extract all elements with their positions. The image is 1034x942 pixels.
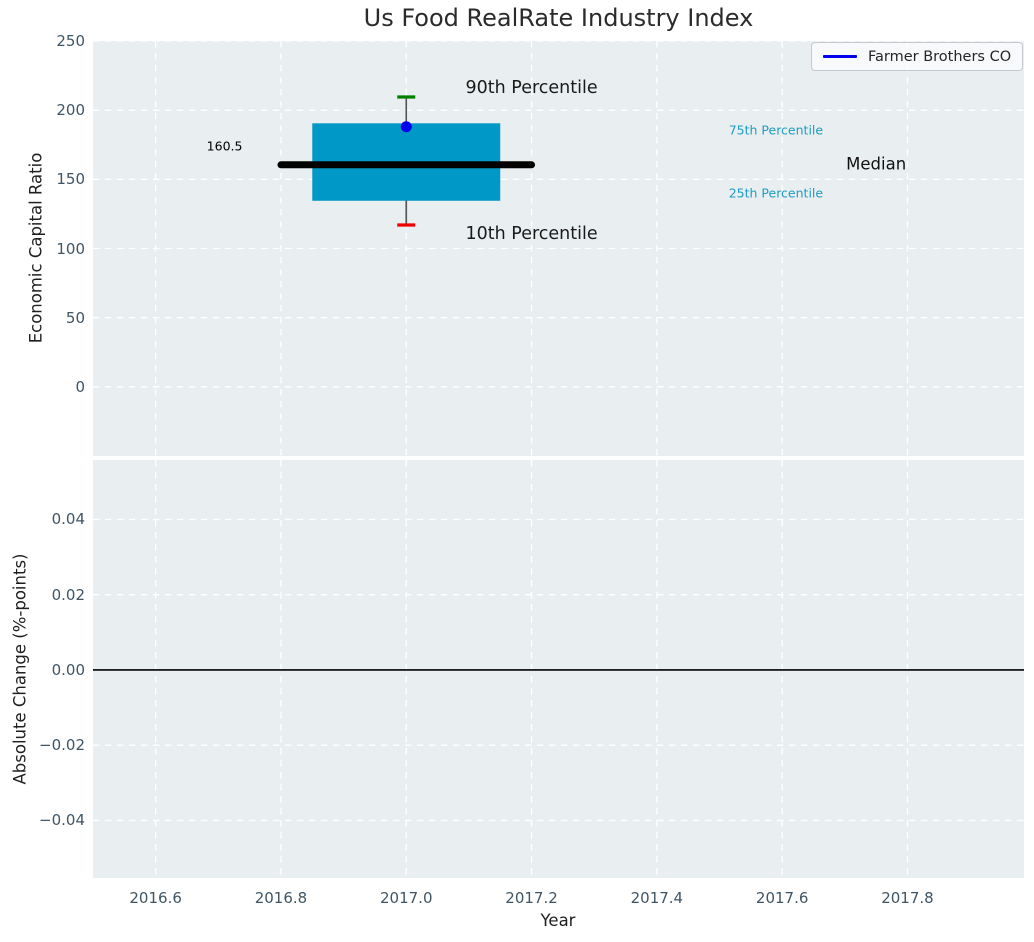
y-tick-label-bottom: −0.04	[39, 811, 85, 830]
legend: Farmer Brothers CO	[811, 42, 1023, 71]
annotation-p10-label: 10th Percentile	[465, 223, 598, 244]
y-tick-label-top: 150	[56, 170, 85, 189]
annotation-p75-label: 75th Percentile	[728, 122, 824, 138]
y-tick-label-top: 100	[56, 239, 85, 258]
x-tick-label: 2017.6	[755, 889, 809, 907]
x-tick-label: 2017.8	[881, 889, 934, 907]
annotation-median-value-label: 160.5	[206, 138, 243, 154]
annotation-p90-label: 90th Percentile	[465, 78, 598, 99]
x-tick-label: 2017.2	[505, 889, 558, 907]
legend-line-icon	[823, 55, 857, 58]
y-tick-label-bottom: 0.02	[51, 585, 85, 604]
top-plot-area	[93, 41, 1024, 456]
bottom-plot-area	[93, 460, 1024, 878]
x-tick-label: 2017.0	[380, 889, 433, 907]
annotation-p25-label: 25th Percentile	[728, 185, 824, 201]
chart-title: Us Food RealRate Industry Index	[363, 4, 754, 32]
y-tick-label-bottom: −0.02	[39, 736, 85, 755]
y-tick-label-top: 250	[56, 32, 85, 50]
x-tick-label: 2016.8	[254, 889, 308, 907]
y-tick-label-top: 200	[56, 101, 85, 120]
y-tick-label-bottom: 0.00	[51, 660, 85, 679]
legend-label: Farmer Brothers CO	[868, 48, 1012, 65]
x-tick-label: 2016.6	[129, 889, 182, 907]
x-tick-label: 2017.4	[630, 889, 684, 907]
annotation-median-label: Median	[846, 154, 907, 174]
x-axis-label: Year	[540, 911, 576, 930]
y-tick-label-top: 50	[65, 308, 85, 327]
y-tick-label-bottom: 0.04	[51, 510, 85, 529]
y-tick-label-top: 0	[75, 377, 85, 396]
